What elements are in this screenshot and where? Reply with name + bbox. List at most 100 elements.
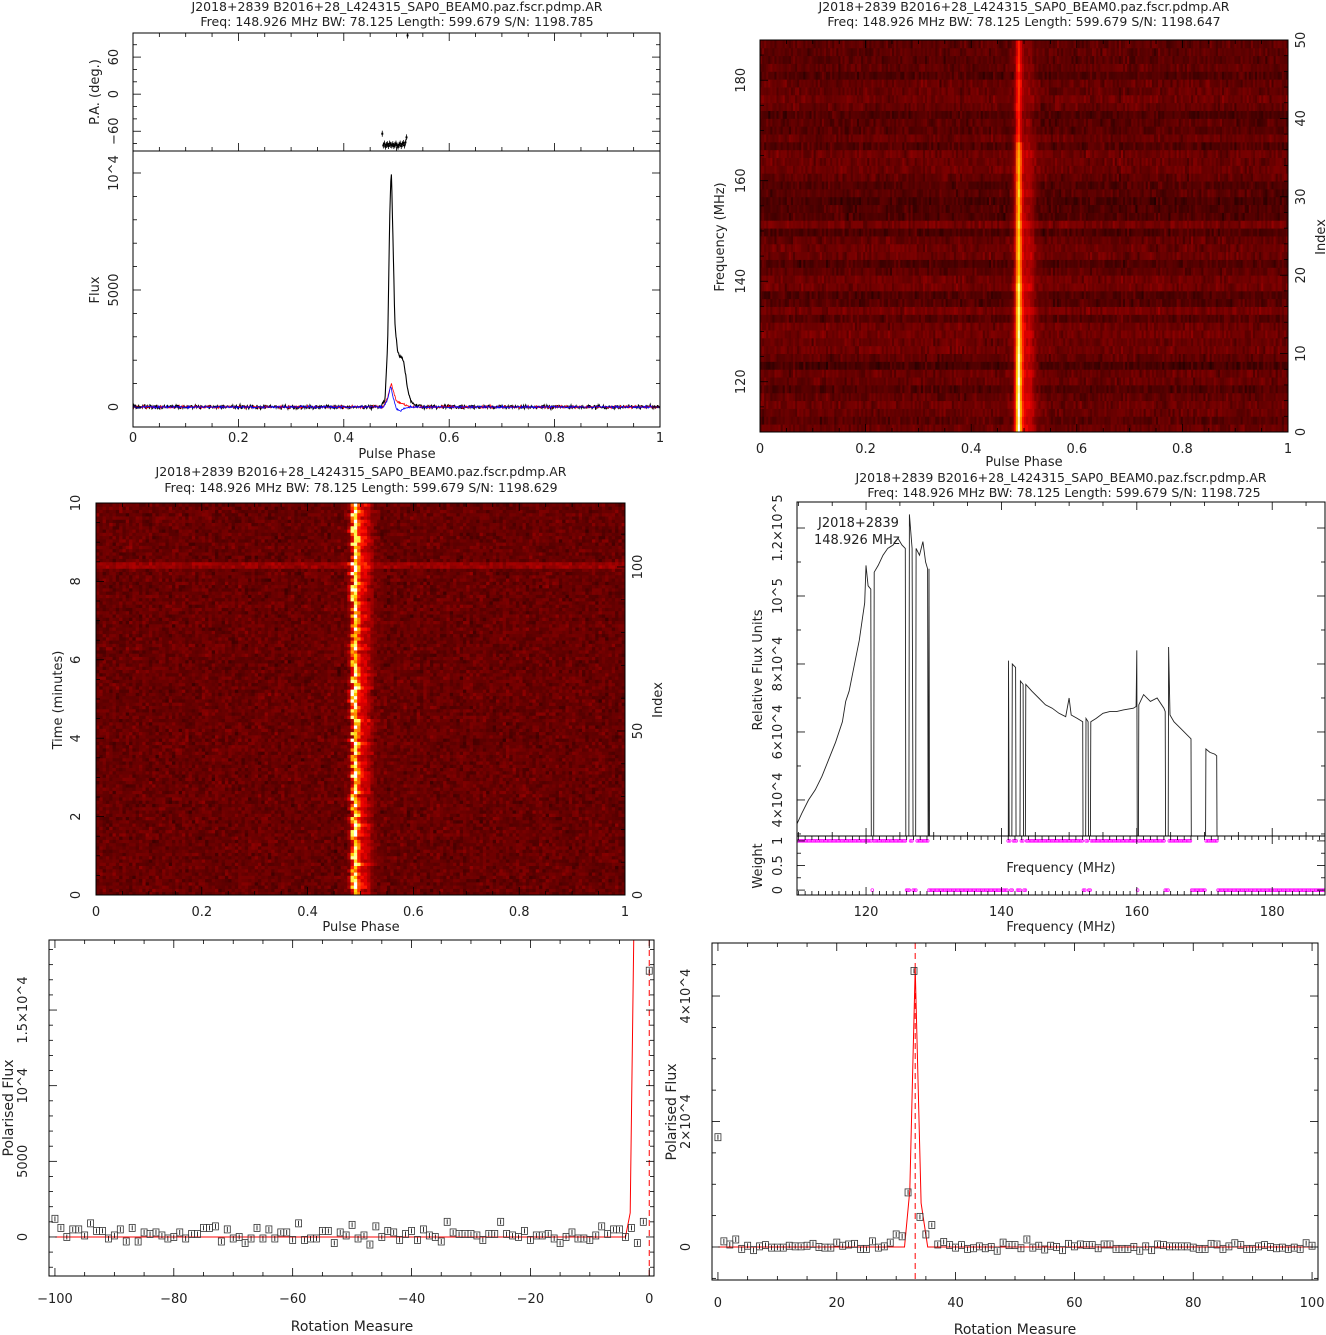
heatmap-cell	[993, 314, 996, 323]
heatmap-cell	[1246, 424, 1250, 432]
heatmap-cell	[999, 345, 1002, 354]
heatmap-cell	[997, 322, 1000, 331]
heatmap-cell	[999, 298, 1002, 307]
heatmap-cell	[1281, 353, 1285, 362]
heatmap-cell	[1261, 306, 1264, 315]
heatmap-cell	[900, 322, 903, 331]
heatmap-cell	[1042, 361, 1046, 370]
heatmap-cell	[974, 408, 977, 417]
heatmap-cell	[1166, 322, 1169, 331]
heatmap-cell	[898, 353, 901, 362]
heatmap-cell	[1106, 392, 1109, 402]
heatmap-cell	[1108, 424, 1112, 432]
heatmap-cell	[1228, 400, 1231, 409]
heatmap-cell	[819, 314, 823, 323]
heatmap-cell	[1030, 361, 1033, 370]
heatmap-cell	[900, 392, 903, 402]
heatmap-cell	[904, 424, 907, 432]
heatmap-cell	[1081, 322, 1085, 331]
heatmap-cell	[1201, 377, 1204, 386]
heatmap-cell	[848, 369, 852, 378]
heatmap-cell	[962, 369, 965, 378]
heatmap-cell	[1244, 392, 1248, 402]
heatmap-cell	[838, 361, 841, 370]
heatmap-cell	[1052, 353, 1056, 362]
heatmap-cell	[805, 337, 808, 347]
heatmap-cell	[1011, 330, 1015, 339]
heatmap-cell	[914, 392, 918, 402]
heatmap-cell	[1153, 361, 1157, 370]
heatmap-cell	[807, 306, 810, 315]
heatmap-cell	[877, 345, 881, 354]
heatmap-cell	[1205, 416, 1208, 425]
heatmap-cell	[869, 330, 872, 339]
heatmap-cell	[1156, 408, 1159, 417]
heatmap-cell	[1110, 353, 1114, 362]
heatmap-cell	[1219, 361, 1223, 370]
heatmap-cell	[931, 424, 934, 432]
heatmap-cell	[830, 384, 833, 394]
heatmap-cell	[780, 361, 784, 370]
heatmap-cell	[1285, 353, 1288, 362]
heatmap-cell	[1104, 369, 1107, 378]
heatmap-cell	[1271, 314, 1274, 323]
heatmap-cell	[1145, 345, 1149, 354]
heatmap-cell	[1069, 322, 1072, 331]
heatmap-cell	[1061, 392, 1064, 402]
heatmap-cell	[809, 361, 812, 370]
heatmap-cell	[947, 369, 951, 378]
heatmap-cell	[797, 392, 800, 402]
heatmap-cell	[848, 424, 852, 432]
heatmap-cell	[1129, 408, 1132, 417]
heatmap-cell	[949, 353, 953, 362]
heatmap-cell	[1100, 345, 1103, 354]
heatmap-cell	[955, 314, 959, 323]
heatmap-cell	[1259, 400, 1262, 409]
heatmap-cell	[1108, 416, 1112, 425]
heatmap-cell	[1085, 353, 1089, 362]
heatmap-cell	[846, 306, 850, 315]
heatmap-cell	[1131, 314, 1134, 323]
heatmap-cell	[762, 322, 765, 331]
heatmap-cell	[1166, 345, 1169, 354]
heatmap-cell	[1063, 314, 1066, 323]
heatmap-cell	[1094, 322, 1097, 331]
heatmap-cell	[813, 400, 817, 409]
heatmap-cell	[984, 353, 988, 362]
heatmap-cell	[1098, 337, 1101, 347]
heatmap-cell	[972, 408, 975, 417]
heatmap-cell	[869, 416, 872, 425]
heatmap-cell	[1232, 345, 1235, 354]
heatmap-cell	[1090, 298, 1093, 307]
heatmap-cell	[1059, 330, 1062, 339]
heatmap-cell	[1003, 314, 1006, 323]
heatmap-cell	[955, 345, 959, 354]
heatmap-cell	[933, 377, 936, 386]
heatmap-cell	[1013, 337, 1017, 347]
heatmap-cell	[1106, 408, 1109, 417]
heatmap-cell	[1271, 353, 1274, 362]
heatmap-cell	[793, 384, 796, 394]
pa-point	[400, 145, 403, 148]
heatmap-cell	[931, 361, 934, 370]
heatmap-cell	[1207, 337, 1211, 347]
heatmap-cell	[1250, 337, 1254, 347]
heatmap-cell	[799, 416, 802, 425]
heatmap-cell	[1024, 369, 1027, 378]
heatmap-cell	[790, 392, 794, 402]
heatmap-cell	[1151, 416, 1155, 425]
heatmap-cell	[1036, 369, 1039, 378]
heatmap-cell	[947, 345, 951, 354]
heatmap-cell	[1283, 408, 1287, 417]
heatmap-cell	[1118, 361, 1122, 370]
heatmap-cell	[1238, 361, 1241, 370]
heatmap-cell	[889, 322, 893, 331]
heatmap-cell	[1242, 345, 1246, 354]
heatmap-cell	[826, 400, 829, 409]
heatmap-cell	[943, 416, 947, 425]
heatmap-cell	[947, 384, 951, 394]
heatmap-cell	[1248, 353, 1252, 362]
heatmap-cell	[1114, 377, 1118, 386]
heatmap-cell	[1040, 392, 1043, 402]
heatmap-cell	[1069, 369, 1072, 378]
